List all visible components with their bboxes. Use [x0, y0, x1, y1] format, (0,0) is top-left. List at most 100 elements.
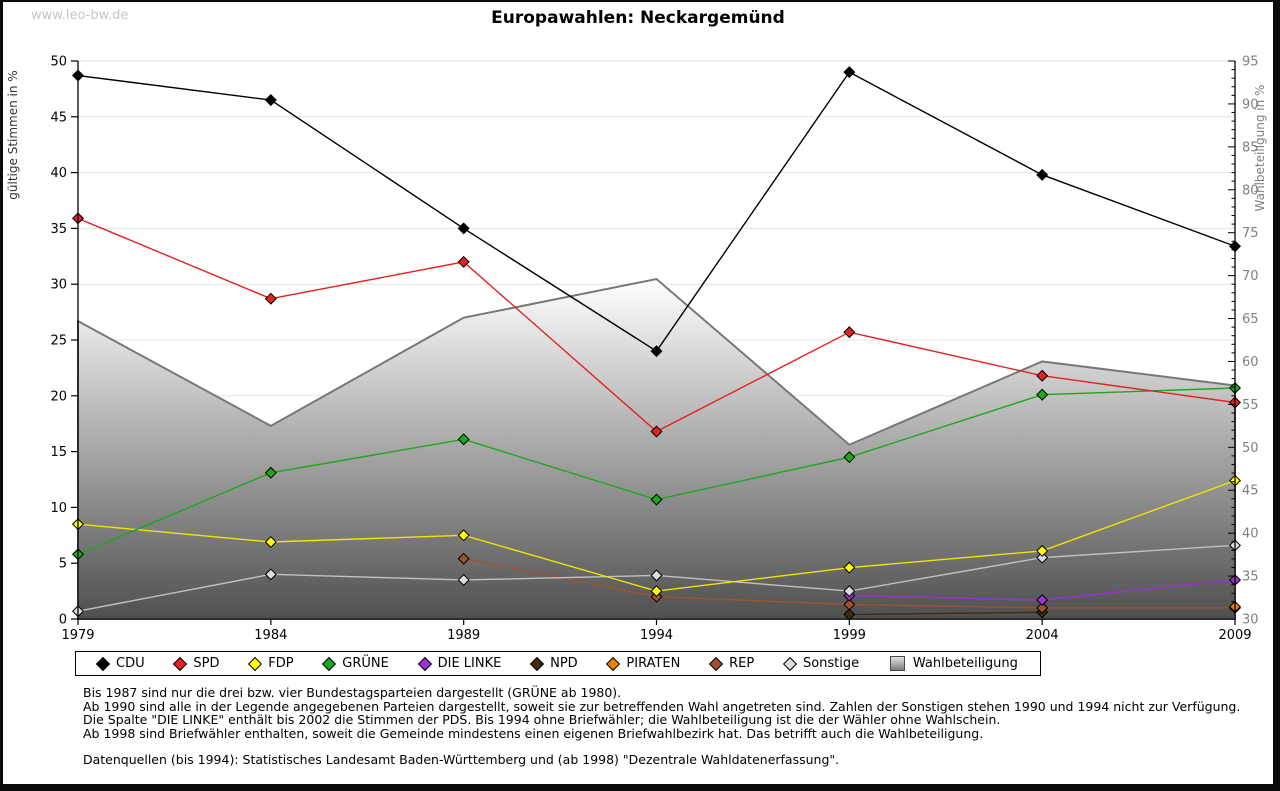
legend-item-cdu: CDU — [95, 656, 145, 671]
data-point — [1036, 551, 1049, 564]
legend-marker-diamond — [173, 656, 188, 671]
data-point — [264, 292, 277, 305]
svg-text:15: 15 — [50, 445, 67, 460]
data-point — [264, 568, 277, 581]
data-point — [1036, 369, 1049, 382]
legend-label: FDP — [268, 656, 294, 671]
svg-text:0: 0 — [59, 613, 67, 628]
legend-marker-diamond — [417, 656, 432, 671]
page-title: Europawahlen: Neckargemünd — [491, 8, 785, 28]
svg-text:30: 30 — [50, 278, 67, 293]
legend-label: SPD — [193, 656, 220, 671]
legend-marker-diamond — [606, 656, 621, 671]
legend-label: Sonstige — [802, 656, 860, 671]
legend-marker-diamond — [782, 656, 798, 671]
data-point — [457, 222, 470, 235]
svg-text:95: 95 — [1242, 55, 1259, 70]
svg-text:5: 5 — [59, 557, 67, 572]
legend-marker-diamond — [248, 656, 263, 671]
legend-marker-diamond — [95, 656, 111, 671]
footnote-line: Ab 1998 sind Briefwähler enthalten, sowe… — [83, 725, 984, 741]
footnote-line: Ab 1990 sind alle in der Legende angegeb… — [83, 698, 1241, 714]
series-Wahlbeteiligung — [77, 277, 1236, 620]
svg-text:2009: 2009 — [1218, 628, 1251, 643]
svg-text:50: 50 — [50, 55, 67, 70]
legend-label: DIE LINKE — [437, 656, 502, 671]
footnote-line: Die Spalte "DIE LINKE" enthält bis 2002 … — [83, 712, 1001, 728]
series-FDP — [71, 474, 1242, 598]
data-point — [650, 569, 663, 582]
legend-label: REP — [729, 656, 755, 671]
data-point — [1036, 168, 1049, 181]
legend-label: Wahlbeteiligung — [912, 656, 1018, 671]
data-point — [843, 585, 856, 598]
legend-item-sonstige: Sonstige — [782, 656, 860, 671]
footnote-source: Datenquellen (bis 1994): Statistisches L… — [83, 752, 840, 768]
svg-text:80: 80 — [1242, 183, 1259, 198]
svg-text:35: 35 — [1242, 570, 1259, 585]
left-axis-ticks: 0 5 10 15 20 25 30 35 40 45 50 — [50, 55, 78, 628]
footnote-line: Bis 1987 sind nur die drei bzw. vier Bun… — [83, 685, 622, 700]
legend-item-grüne: GRÜNE — [322, 656, 389, 671]
svg-text:60: 60 — [1242, 355, 1259, 370]
chart-canvas: 0 5 10 15 20 25 30 35 40 45 50 30 35 40 45 50 55 60 65 70 75… — [50, 55, 1258, 644]
wahlbeteiligung-area — [77, 277, 1236, 620]
legend-item-rep: REP — [709, 656, 755, 671]
legend-marker-diamond — [709, 656, 724, 671]
data-point — [843, 451, 856, 464]
line-chart: www.leo-bw.de Europawahlen: Neckargemünd… — [6, 8, 1267, 644]
svg-text:1979: 1979 — [61, 628, 94, 643]
data-point — [843, 598, 856, 611]
legend-item-wahlbeteiligung: Wahlbeteiligung — [889, 656, 1018, 671]
legend-label: PIRATEN — [626, 656, 681, 671]
data-point — [1036, 544, 1049, 557]
data-point — [1036, 601, 1049, 614]
svg-text:65: 65 — [1242, 312, 1259, 327]
svg-text:1984: 1984 — [254, 628, 287, 643]
series-Sonstige — [71, 539, 1242, 618]
svg-text:75: 75 — [1242, 226, 1259, 241]
data-point — [457, 255, 470, 268]
data-point — [457, 433, 470, 446]
x-axis-ticks: 1979 1984 1989 1994 1999 2004 2009 — [61, 619, 1252, 643]
legend-item-npd: NPD — [530, 656, 578, 671]
data-point — [1036, 594, 1049, 607]
data-point — [1036, 388, 1049, 401]
series-layer — [71, 66, 1242, 621]
right-axis-ticks: 30 35 40 45 50 55 60 65 70 75 80 85 90 95 — [1228, 55, 1259, 628]
svg-text:45: 45 — [1242, 484, 1259, 499]
data-point — [264, 94, 277, 107]
data-point — [843, 326, 856, 339]
legend-label: GRÜNE — [342, 656, 389, 671]
legend-swatch-area — [889, 656, 905, 671]
y-axis-left-title: gültige Stimmen in % — [6, 70, 20, 199]
data-point — [843, 66, 856, 79]
legend-item-fdp: FDP — [248, 656, 294, 671]
svg-text:55: 55 — [1242, 398, 1259, 413]
chart-legend: CDU SPD FDP GRÜNE DIE LINKE NPD PIRATEN REP Sons… — [75, 651, 1041, 676]
svg-text:1989: 1989 — [447, 628, 480, 643]
legend-label: CDU — [116, 656, 145, 671]
legend-marker-diamond — [530, 656, 545, 671]
data-point — [264, 535, 277, 549]
y-axis-right-title: Wahlbeteiligung in % — [1253, 85, 1267, 212]
data-point — [457, 573, 470, 586]
legend-item-die-linke: DIE LINKE — [417, 656, 502, 671]
svg-text:1994: 1994 — [640, 628, 673, 643]
svg-text:50: 50 — [1242, 441, 1259, 456]
svg-text:45: 45 — [50, 110, 67, 125]
svg-text:40: 40 — [1242, 527, 1259, 542]
data-point — [650, 425, 663, 438]
footnotes: Bis 1987 sind nur die drei bzw. vier Bun… — [83, 686, 1240, 767]
svg-text:40: 40 — [50, 166, 67, 181]
svg-text:25: 25 — [50, 334, 67, 349]
watermark: www.leo-bw.de — [31, 8, 128, 23]
svg-text:1999: 1999 — [833, 628, 866, 643]
series-CDU — [71, 66, 1242, 358]
svg-text:70: 70 — [1242, 269, 1259, 284]
legend-item-spd: SPD — [173, 656, 220, 671]
svg-text:2004: 2004 — [1026, 628, 1059, 643]
svg-text:30: 30 — [1242, 613, 1259, 628]
svg-text:10: 10 — [50, 501, 67, 516]
